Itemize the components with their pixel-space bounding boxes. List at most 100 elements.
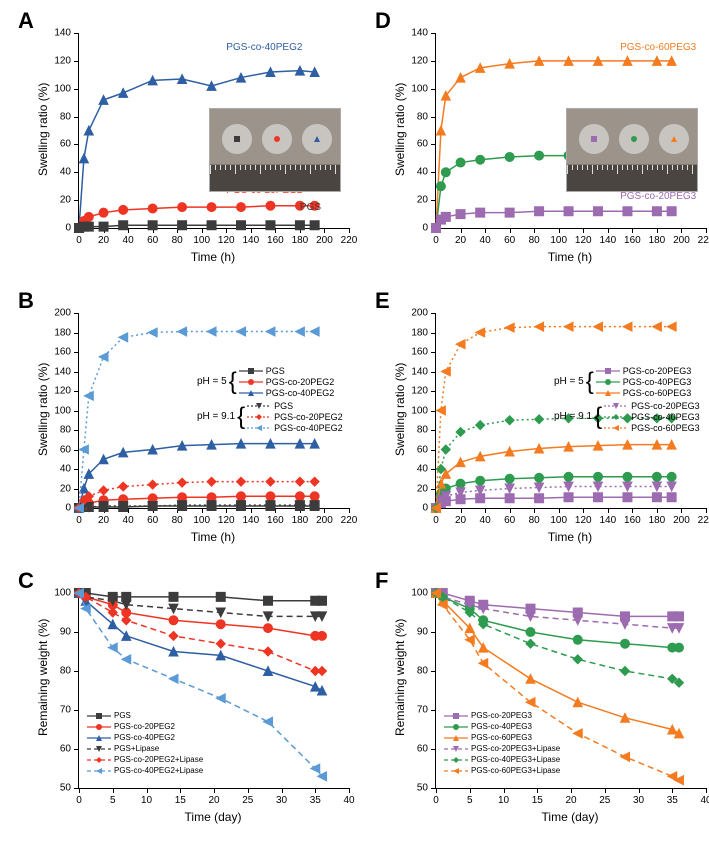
data-point <box>456 73 465 82</box>
data-point <box>621 639 630 648</box>
legend-item: PGS-co-40PEG3 <box>471 721 532 732</box>
legend-item: PGS <box>114 710 131 721</box>
data-point <box>266 201 275 210</box>
data-point <box>456 427 465 436</box>
data-point <box>535 473 544 482</box>
legend-item: PGS-co-40PEG2 <box>274 423 343 433</box>
data-point <box>479 659 488 668</box>
data-point <box>668 725 677 734</box>
sample-disc <box>222 124 252 154</box>
data-point <box>108 608 117 617</box>
xtick: 15 <box>165 795 195 806</box>
data-point <box>594 207 603 216</box>
xlabel-C: Time (day) <box>78 810 348 824</box>
xtick: 220 <box>691 515 709 526</box>
xtick: 5 <box>455 795 485 806</box>
xlabel-F: Time (day) <box>435 810 705 824</box>
data-point <box>573 729 582 738</box>
legend-F: PGS-co-20PEG3PGS-co-40PEG3PGS-co-60PEG3P… <box>444 710 560 776</box>
legend-braces-B: pH = 5{PGSPGS-co-20PEG2PGS-co-40PEG2pH =… <box>197 365 343 435</box>
data-point <box>237 203 246 212</box>
data-point <box>621 667 630 676</box>
xtick: 25 <box>233 795 263 806</box>
xtick: 220 <box>334 515 364 526</box>
ytick: 180 <box>398 327 428 338</box>
panel-F: F05101520253035405060708090100PGS-co-20P… <box>375 568 709 838</box>
ytick: 160 <box>398 347 428 358</box>
xtick: 20 <box>199 795 229 806</box>
data-point <box>476 208 485 217</box>
data-point <box>84 212 93 221</box>
ylabel-F: Remaining weight (%) <box>393 618 407 735</box>
data-point <box>84 222 93 231</box>
ytick: 120 <box>41 55 71 66</box>
data-point <box>476 155 485 164</box>
data-point <box>216 694 225 703</box>
data-point <box>119 205 128 214</box>
series-line <box>79 482 315 508</box>
data-point <box>148 204 157 213</box>
data-point <box>479 643 488 652</box>
data-point <box>505 416 514 425</box>
ytick: 20 <box>398 195 428 206</box>
data-point <box>318 667 327 676</box>
legend-braces-E: pH = 5{PGS-co-20PEG3PGS-co-40PEG3PGS-co-… <box>554 365 700 435</box>
panel-label-C: C <box>18 568 34 594</box>
legend-item: PGS-co-60PEG3 <box>623 388 692 398</box>
xtick: 35 <box>300 795 330 806</box>
data-point <box>169 674 178 683</box>
data-point <box>505 474 514 483</box>
data-point <box>318 596 327 605</box>
data-point <box>441 445 450 454</box>
data-point <box>535 415 544 424</box>
data-point <box>178 203 187 212</box>
data-point <box>84 391 93 400</box>
series-line <box>436 211 672 228</box>
xlabel-D: Time (h) <box>435 250 705 264</box>
data-point <box>99 208 108 217</box>
sample-disc <box>659 124 689 154</box>
data-point <box>264 596 273 605</box>
legend-item: PGS-co-60PEG3 <box>631 423 700 433</box>
xlabel-A: Time (h) <box>78 250 348 264</box>
ytick: 200 <box>41 308 71 319</box>
chart-area-D: 0204060801001201401601802002200204060801… <box>435 33 706 229</box>
data-point <box>148 328 157 337</box>
data-point <box>264 667 273 676</box>
data-point <box>310 492 319 501</box>
ytick: 0 <box>398 503 428 514</box>
sample-disc <box>302 124 332 154</box>
data-point <box>505 494 514 503</box>
inset-photo-A <box>209 108 341 192</box>
data-point <box>652 322 661 331</box>
data-point <box>169 616 178 625</box>
data-point <box>505 208 514 217</box>
ytick: 0 <box>398 223 428 234</box>
ytick: 20 <box>41 195 71 206</box>
data-point <box>295 221 304 230</box>
data-point <box>216 592 225 601</box>
panel-B: B020406080100120140160180200220020406080… <box>18 288 358 558</box>
xlabel-E: Time (h) <box>435 530 705 544</box>
data-point <box>295 327 304 336</box>
data-point <box>264 717 273 726</box>
data-point <box>266 221 275 230</box>
panel-D: D020406080100120140160180200220020406080… <box>375 8 709 278</box>
ytick: 50 <box>41 783 71 794</box>
data-point <box>667 493 676 502</box>
ytick: 100 <box>398 588 428 599</box>
data-point <box>573 635 582 644</box>
xtick: 30 <box>267 795 297 806</box>
ph-label: pH = 9.1 <box>197 411 235 422</box>
data-point <box>526 639 535 648</box>
data-point <box>264 624 273 633</box>
data-point <box>178 221 187 230</box>
ytick: 120 <box>398 55 428 66</box>
data-point <box>623 493 632 502</box>
chart-area-A: 0204060801001201401601802002200204060801… <box>78 33 349 229</box>
figure-root: A020406080100120140160180200220020406080… <box>0 0 709 843</box>
series-line <box>79 444 315 508</box>
xtick: 15 <box>522 795 552 806</box>
data-point <box>535 151 544 160</box>
data-point <box>84 126 93 135</box>
